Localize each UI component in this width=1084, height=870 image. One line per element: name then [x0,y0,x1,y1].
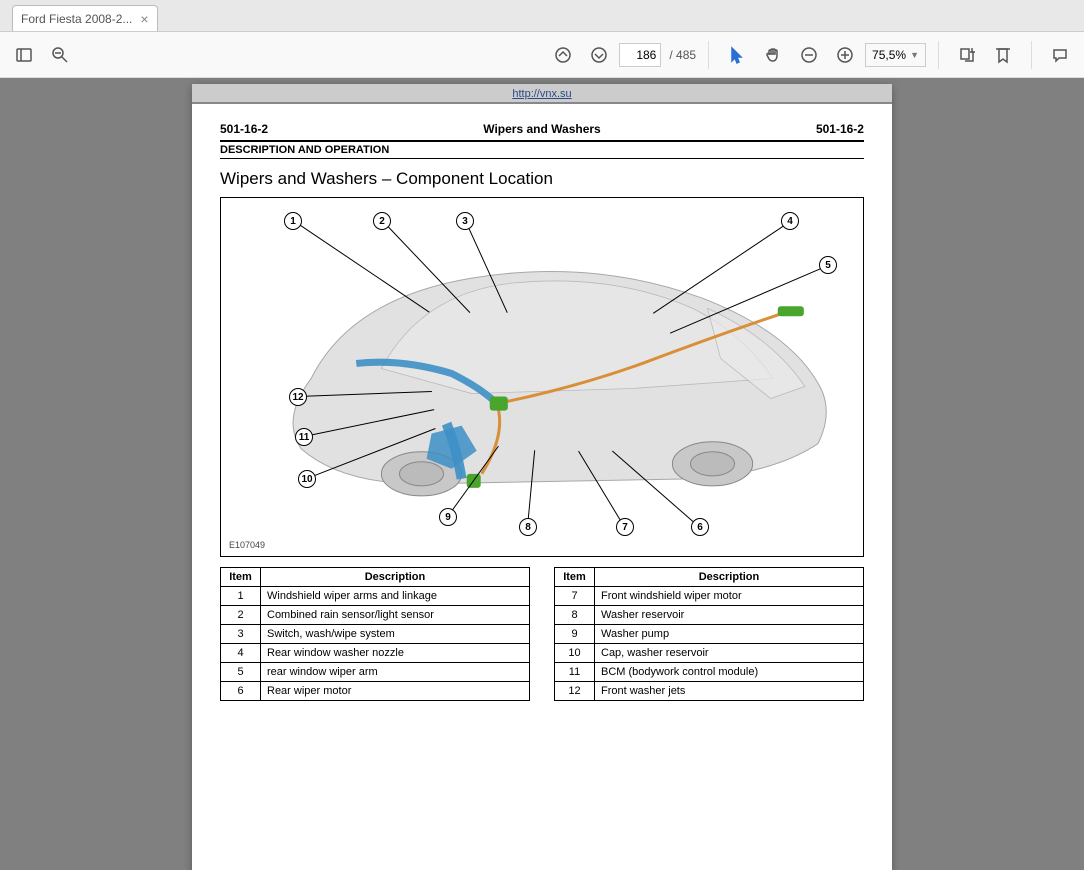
toolbar: / 485 75,5% ▼ [0,32,1084,78]
section-code-right: 501-16-2 [816,122,864,136]
callout-8: 8 [519,518,537,536]
item-desc: Combined rain sensor/light sensor [261,606,530,625]
item-number: 6 [221,682,261,701]
section-title: Wipers and Washers [483,122,600,136]
parts-table-a-body: 1Windshield wiper arms and linkage2Combi… [221,587,530,701]
item-number: 9 [555,625,595,644]
component-figure: E107049 123456789101112 [220,197,864,557]
table-row: 10Cap, washer reservoir [555,644,864,663]
item-number: 3 [221,625,261,644]
item-number: 11 [555,663,595,682]
col-item: Item [555,568,595,587]
table-row: 1Windshield wiper arms and linkage [221,587,530,606]
col-item: Item [221,568,261,587]
figure-id: E107049 [229,540,265,550]
item-desc: rear window wiper arm [261,663,530,682]
bookmark-icon[interactable] [987,39,1019,71]
item-number: 12 [555,682,595,701]
item-desc: Windshield wiper arms and linkage [261,587,530,606]
item-number: 1 [221,587,261,606]
section-code-left: 501-16-2 [220,122,268,136]
chevron-down-icon: ▼ [910,50,919,60]
item-number: 10 [555,644,595,663]
table-row: 2Combined rain sensor/light sensor [221,606,530,625]
table-row: 5rear window wiper arm [221,663,530,682]
item-desc: Rear wiper motor [261,682,530,701]
callout-5: 5 [819,256,837,274]
callout-11: 11 [295,428,313,446]
parts-table-a: Item Description 1Windshield wiper arms … [220,567,530,701]
parts-table-b-body: 7Front windshield wiper motor8Washer res… [555,587,864,701]
sidebar-toggle-icon[interactable] [8,39,40,71]
item-desc: Front washer jets [595,682,864,701]
item-number: 4 [221,644,261,663]
export-icon[interactable] [951,39,983,71]
zoom-plus-icon[interactable] [829,39,861,71]
tab-title: Ford Fiesta 2008-2... [21,12,132,26]
item-desc: Switch, wash/wipe system [261,625,530,644]
callout-10: 10 [298,470,316,488]
callout-1: 1 [284,212,302,230]
section-header-line: 501-16-2 Wipers and Washers 501-16-2 [220,122,864,138]
table-row: 9Washer pump [555,625,864,644]
comment-icon[interactable] [1044,39,1076,71]
section-subheader: DESCRIPTION AND OPERATION [220,140,864,159]
tab-bar: Ford Fiesta 2008-2... × [0,0,1084,32]
table-row: 8Washer reservoir [555,606,864,625]
item-number: 8 [555,606,595,625]
callout-9: 9 [439,508,457,526]
car-diagram-svg [271,238,843,529]
pointer-tool-icon[interactable] [721,39,753,71]
page: http://vnx.su 501-16-2 Wipers and Washer… [192,84,892,870]
item-desc: Cap, washer reservoir [595,644,864,663]
zoom-minus-icon[interactable] [793,39,825,71]
callout-7: 7 [616,518,634,536]
item-number: 7 [555,587,595,606]
page-down-icon[interactable] [583,39,615,71]
table-row: 12Front washer jets [555,682,864,701]
table-row: 4Rear window washer nozzle [221,644,530,663]
callout-6: 6 [691,518,709,536]
table-row: 6Rear wiper motor [221,682,530,701]
close-icon[interactable]: × [140,11,148,27]
page-title: Wipers and Washers – Component Location [220,169,864,189]
parts-table-b: Item Description 7Front windshield wiper… [554,567,864,701]
zoom-value: 75,5% [872,48,906,62]
col-desc: Description [261,568,530,587]
source-url[interactable]: http://vnx.su [192,84,892,104]
document-tab[interactable]: Ford Fiesta 2008-2... × [12,5,158,31]
item-desc: Front windshield wiper motor [595,587,864,606]
table-row: 3Switch, wash/wipe system [221,625,530,644]
page-number-input[interactable] [619,43,661,67]
table-row: 11BCM (bodywork control module) [555,663,864,682]
callout-12: 12 [289,388,307,406]
item-number: 5 [221,663,261,682]
table-row: 7Front windshield wiper motor [555,587,864,606]
hand-tool-icon[interactable] [757,39,789,71]
document-viewer[interactable]: http://vnx.su 501-16-2 Wipers and Washer… [0,78,1084,870]
callout-4: 4 [781,212,799,230]
callout-2: 2 [373,212,391,230]
page-up-icon[interactable] [547,39,579,71]
zoom-out-icon[interactable] [44,39,76,71]
item-desc: Washer reservoir [595,606,864,625]
item-desc: BCM (bodywork control module) [595,663,864,682]
callout-3: 3 [456,212,474,230]
item-desc: Washer pump [595,625,864,644]
zoom-select[interactable]: 75,5% ▼ [865,43,926,67]
item-desc: Rear window washer nozzle [261,644,530,663]
parts-tables: Item Description 1Windshield wiper arms … [220,567,864,701]
col-desc: Description [595,568,864,587]
item-number: 2 [221,606,261,625]
page-total: / 485 [669,48,696,62]
